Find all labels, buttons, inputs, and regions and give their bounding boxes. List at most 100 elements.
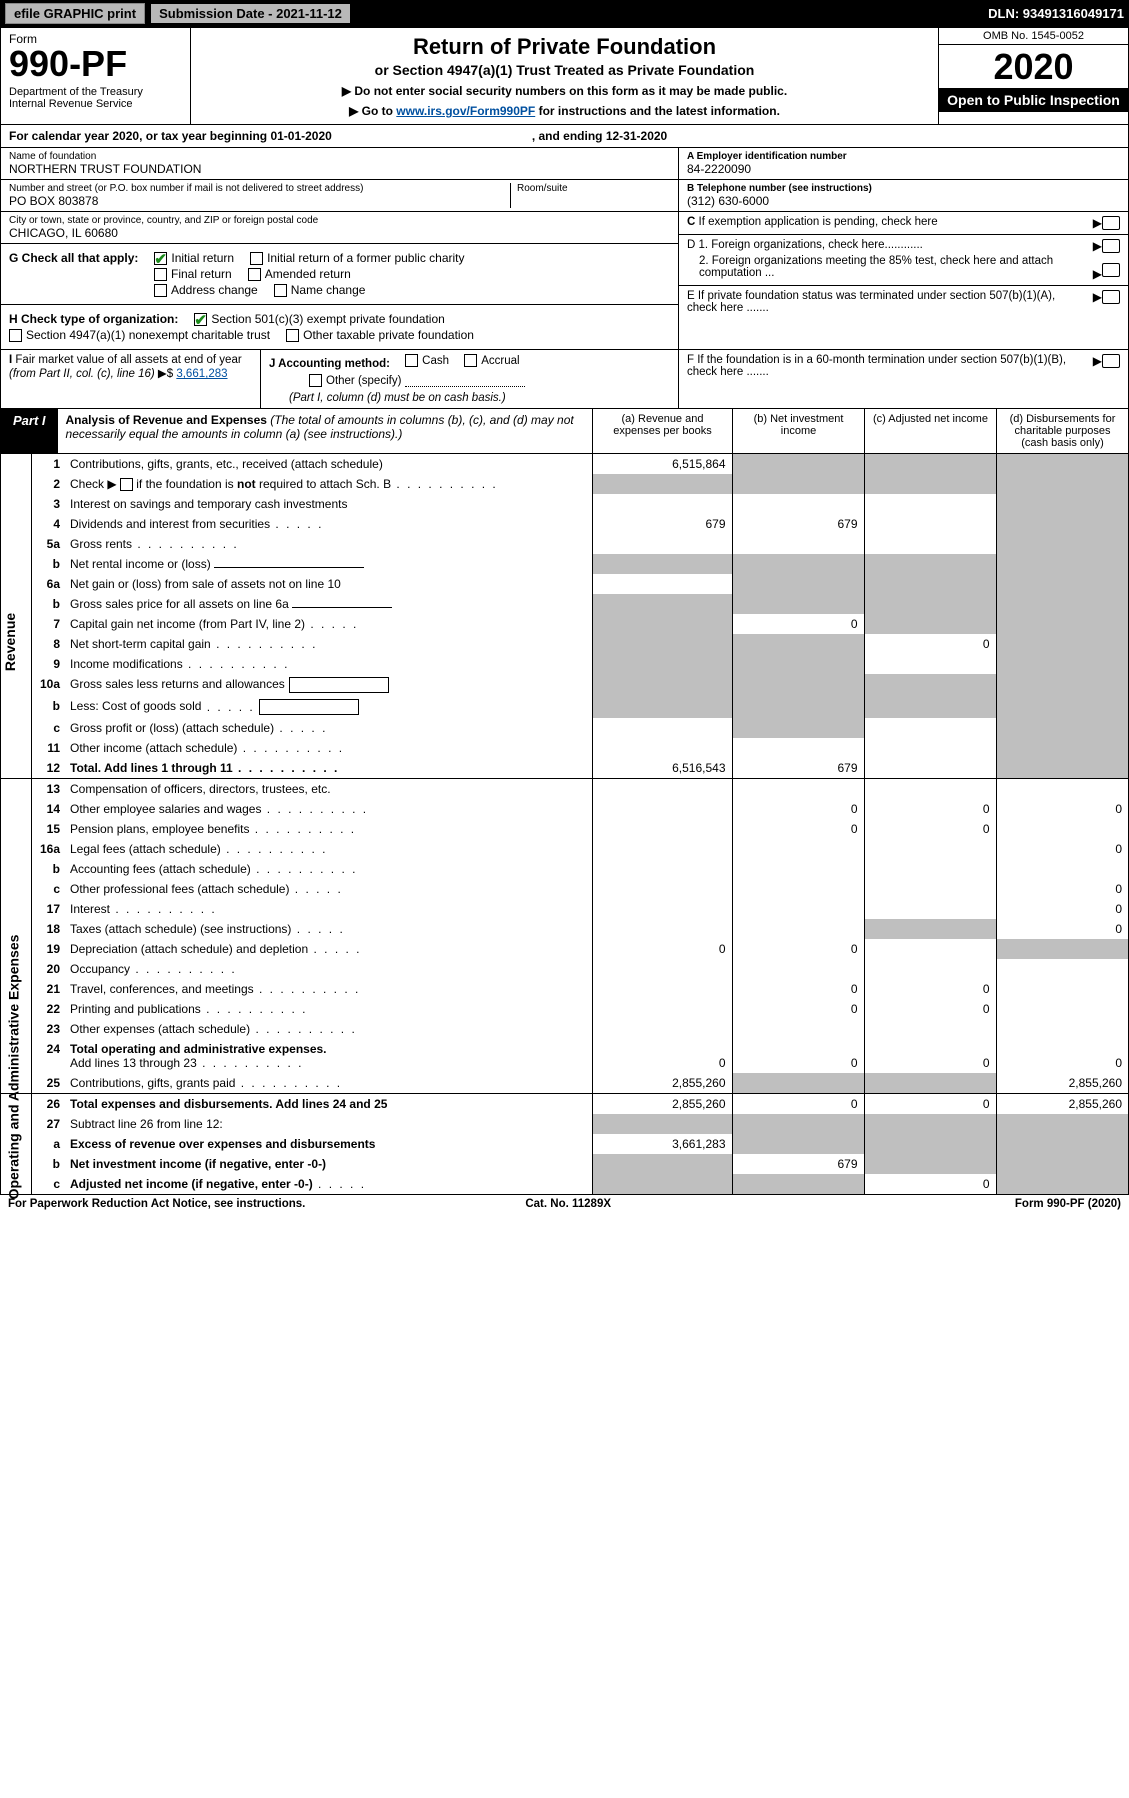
row-12: Total. Add lines 1 through 11 [66, 758, 592, 779]
row-24: Total operating and administrative expen… [66, 1039, 592, 1073]
phone-label: B Telephone number (see instructions) [687, 183, 1120, 194]
col-b-header: (b) Net investment income [732, 409, 864, 453]
top-bar: efile GRAPHIC print Submission Date - 20… [0, 0, 1129, 27]
form-container: Form 990-PF Department of the Treasury I… [0, 27, 1129, 1195]
e-label: E If private foundation status was termi… [687, 290, 1093, 314]
c-label: C If exemption application is pending, c… [687, 216, 1093, 228]
row-10b: Less: Cost of goods sold [66, 696, 592, 718]
row-17: Interest [66, 899, 592, 919]
dln: DLN: 93491316049171 [988, 6, 1124, 21]
address-change-checkbox[interactable] [154, 284, 167, 297]
row-7: Capital gain net income (from Part IV, l… [66, 614, 592, 634]
initial-return-checkbox[interactable] [154, 252, 167, 265]
fmv-link[interactable]: 3,661,283 [176, 368, 227, 380]
row-16c: Other professional fees (attach schedule… [66, 879, 592, 899]
d2-checkbox[interactable] [1102, 263, 1120, 277]
efile-button[interactable]: efile GRAPHIC print [5, 3, 145, 24]
row-8: Net short-term capital gain [66, 634, 592, 654]
form-subtitle: or Section 4947(a)(1) Trust Treated as P… [201, 62, 928, 78]
tax-year: 2020 [939, 45, 1128, 88]
cash-checkbox[interactable] [405, 354, 418, 367]
row-6b: Gross sales price for all assets on line… [66, 594, 592, 614]
revenue-side-label: Revenue [2, 613, 18, 671]
dept-text: Department of the Treasury Internal Reve… [9, 86, 182, 110]
row-26: Total expenses and disbursements. Add li… [66, 1094, 592, 1115]
part1-desc: Analysis of Revenue and Expenses (The to… [58, 409, 592, 453]
row-10a: Gross sales less returns and allowances [66, 674, 592, 696]
part1-label: Part I [1, 409, 58, 453]
row-5b: Net rental income or (loss) [66, 554, 592, 574]
f-checkbox[interactable] [1102, 354, 1120, 368]
row-27b: Net investment income (if negative, ente… [66, 1154, 592, 1174]
ein: 84-2220090 [687, 162, 1120, 176]
row-27: Subtract line 26 from line 12: [66, 1114, 592, 1134]
schb-checkbox[interactable] [120, 478, 133, 491]
ein-label: A Employer identification number [687, 151, 1120, 162]
d2-label: 2. Foreign organizations meeting the 85%… [687, 255, 1087, 279]
accrual-checkbox[interactable] [464, 354, 477, 367]
row-21: Travel, conferences, and meetings [66, 979, 592, 999]
j-note: (Part I, column (d) must be on cash basi… [269, 392, 670, 404]
row-1: Contributions, gifts, grants, etc., rece… [66, 454, 592, 474]
row-3: Interest on savings and temporary cash i… [66, 494, 592, 514]
e-checkbox[interactable] [1102, 290, 1120, 304]
row-20: Occupancy [66, 959, 592, 979]
other-method-checkbox[interactable] [309, 374, 322, 387]
row-16a: Legal fees (attach schedule) [66, 839, 592, 859]
h-label: H Check type of organization: [9, 312, 178, 326]
f-label: F If the foundation is in a 60-month ter… [687, 354, 1093, 378]
row-16b: Accounting fees (attach schedule) [66, 859, 592, 879]
name-label: Name of foundation [9, 151, 670, 162]
submission-date: Submission Date - 2021-11-12 [151, 4, 350, 23]
row-15: Pension plans, employee benefits [66, 819, 592, 839]
room-label: Room/suite [517, 183, 670, 194]
footer-right: Form 990-PF (2020) [1015, 1198, 1121, 1210]
cal-year-end: , and ending 12-31-2020 [532, 129, 667, 143]
row-9: Income modifications [66, 654, 592, 674]
row-4: Dividends and interest from securities [66, 514, 592, 534]
city-label: City or town, state or province, country… [9, 215, 670, 226]
initial-former-checkbox[interactable] [250, 252, 263, 265]
c-checkbox[interactable] [1102, 216, 1120, 230]
row-10c: Gross profit or (loss) (attach schedule) [66, 718, 592, 738]
irs-link[interactable]: www.irs.gov/Form990PF [396, 104, 535, 118]
4947a1-checkbox[interactable] [9, 329, 22, 342]
row-27a: Excess of revenue over expenses and disb… [66, 1134, 592, 1154]
i-section: I Fair market value of all assets at end… [1, 350, 261, 408]
other-taxable-checkbox[interactable] [286, 329, 299, 342]
d1-checkbox[interactable] [1102, 239, 1120, 253]
row-19: Depreciation (attach schedule) and deple… [66, 939, 592, 959]
phone: (312) 630-6000 [687, 194, 1120, 208]
row-23: Other expenses (attach schedule) [66, 1019, 592, 1039]
foundation-name: NORTHERN TRUST FOUNDATION [9, 162, 670, 176]
row-6a: Net gain or (loss) from sale of assets n… [66, 574, 592, 594]
501c3-checkbox[interactable] [194, 313, 207, 326]
row-27c: Adjusted net income (if negative, enter … [66, 1174, 592, 1194]
cal-year-begin: For calendar year 2020, or tax year begi… [9, 129, 332, 143]
row-5a: Gross rents [66, 534, 592, 554]
row-18: Taxes (attach schedule) (see instruction… [66, 919, 592, 939]
form-number: 990-PF [9, 46, 182, 82]
financial-table: Revenue 1 Contributions, gifts, grants, … [1, 454, 1128, 1194]
omb-number: OMB No. 1545-0052 [939, 28, 1128, 45]
footer-left: For Paperwork Reduction Act Notice, see … [8, 1198, 305, 1210]
city-state-zip: CHICAGO, IL 60680 [9, 226, 670, 240]
col-c-header: (c) Adjusted net income [864, 409, 996, 453]
row-25: Contributions, gifts, grants paid [66, 1073, 592, 1094]
g-label: G Check all that apply: [9, 251, 138, 265]
row-14: Other employee salaries and wages [66, 799, 592, 819]
amended-return-checkbox[interactable] [248, 268, 261, 281]
row-13: Compensation of officers, directors, tru… [66, 779, 592, 800]
final-return-checkbox[interactable] [154, 268, 167, 281]
d1-label: D 1. Foreign organizations, check here..… [687, 239, 1087, 251]
row-2: Check ▶ if the foundation is not require… [66, 474, 592, 494]
footer-mid: Cat. No. 11289X [525, 1198, 611, 1210]
ssn-note: ▶ Do not enter social security numbers o… [201, 84, 928, 98]
col-d-header: (d) Disbursements for charitable purpose… [996, 409, 1128, 453]
form-title: Return of Private Foundation [201, 34, 928, 60]
row-11: Other income (attach schedule) [66, 738, 592, 758]
goto-note: ▶ Go to www.irs.gov/Form990PF for instru… [201, 104, 928, 118]
name-change-checkbox[interactable] [274, 284, 287, 297]
j-label: J Accounting method: [269, 358, 390, 370]
street-address: PO BOX 803878 [9, 194, 510, 208]
